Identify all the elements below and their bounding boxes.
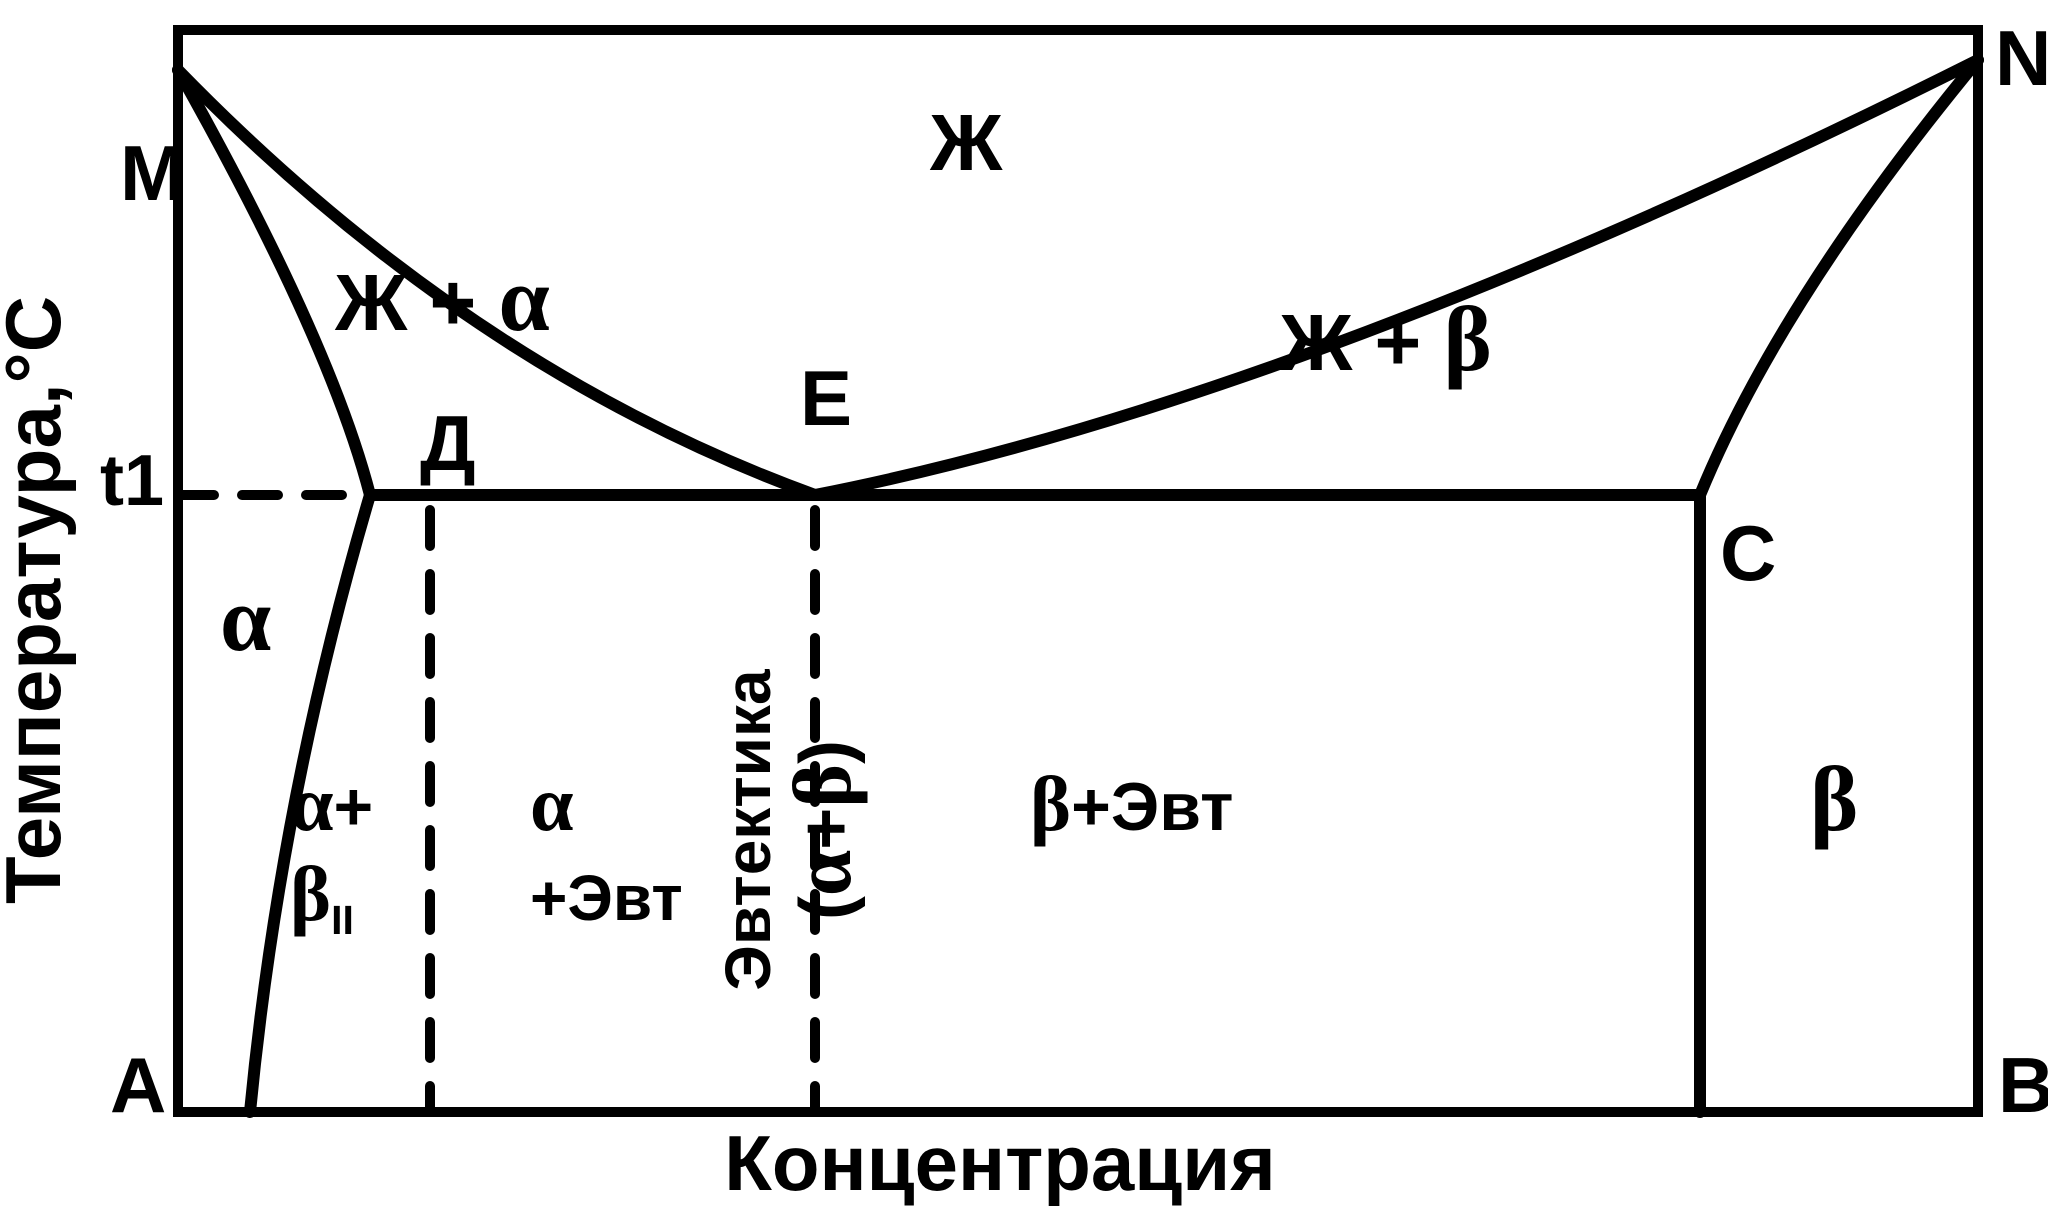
region-beta-evt: β+Эвт bbox=[1030, 760, 1233, 847]
y-axis-label: Температура,°С bbox=[0, 296, 77, 904]
point-label-D: Д bbox=[420, 399, 476, 487]
region-liquid-alpha: Ж + α bbox=[334, 248, 550, 350]
region-alpha_evt-l0: α bbox=[530, 760, 574, 847]
region-liquid-beta: Ж + β bbox=[1279, 288, 1492, 390]
region-alpha_betaII-l1: βII bbox=[290, 850, 354, 943]
point-label-E: E bbox=[800, 354, 852, 442]
point-label-N: N bbox=[1995, 14, 2048, 102]
point-label-M: M bbox=[120, 129, 185, 217]
region-beta: β bbox=[1810, 748, 1858, 850]
point-label-B: B bbox=[1998, 1041, 2048, 1129]
region-alpha_evt-l1: +Эвт bbox=[530, 862, 683, 934]
region-alpha: α bbox=[220, 568, 271, 670]
point-label-C: C bbox=[1720, 509, 1776, 597]
region-liquid: Ж bbox=[929, 98, 1003, 187]
point-label-t1: t1 bbox=[100, 441, 164, 521]
point-label-A: A bbox=[110, 1041, 166, 1129]
eutectic-vertical-1: Эвтектика bbox=[712, 669, 784, 991]
x-axis-label: Концентрация bbox=[724, 1119, 1275, 1207]
eutectic-vertical-2: (α+β) bbox=[776, 740, 868, 920]
region-alpha_betaII-l0: α+ bbox=[290, 760, 373, 847]
